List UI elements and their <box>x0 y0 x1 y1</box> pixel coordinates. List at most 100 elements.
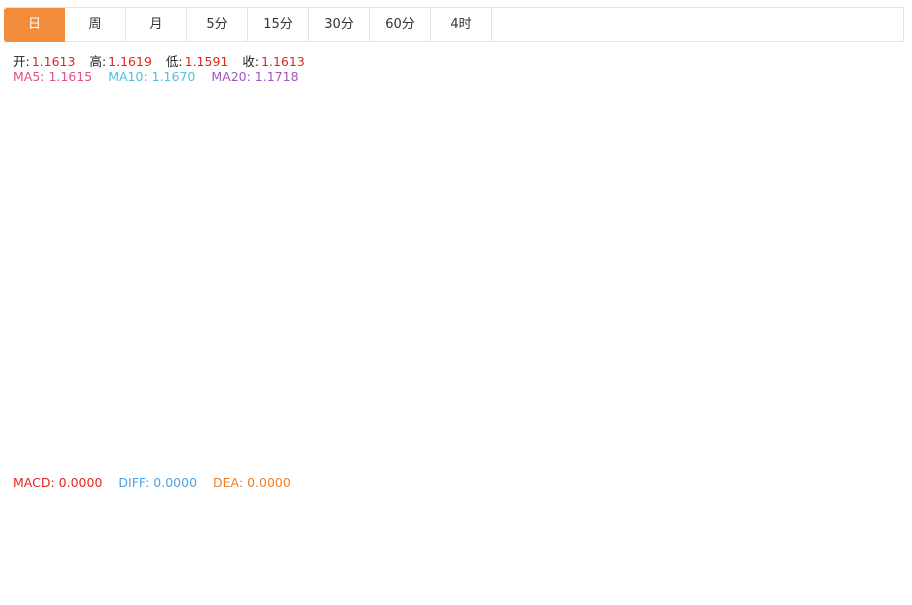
macd-bar <box>697 520 707 544</box>
y-tick-label: 1.1486 <box>841 385 881 399</box>
macd-bar <box>181 543 191 556</box>
candle-body <box>349 227 359 311</box>
candle <box>109 201 119 242</box>
macd-bar <box>625 534 635 544</box>
macd-bar <box>229 543 239 546</box>
candle-body <box>673 220 683 226</box>
candle <box>685 188 695 233</box>
macd-bar <box>589 528 599 544</box>
candle-body <box>1 267 11 272</box>
candle-body <box>445 269 455 288</box>
ma20-line <box>233 208 787 305</box>
candle <box>361 223 371 311</box>
candle <box>517 211 527 270</box>
macd-bar <box>517 543 527 551</box>
candle <box>661 204 671 245</box>
candle <box>385 280 395 330</box>
macd-bar <box>325 543 335 558</box>
macd-bar <box>277 543 287 545</box>
candle <box>697 202 707 254</box>
candle-body <box>709 213 719 233</box>
tab-0[interactable]: 日 <box>4 8 65 42</box>
candle-body <box>565 127 575 166</box>
candle <box>193 322 203 363</box>
candle <box>445 255 455 307</box>
close-value: 1.1613 <box>261 54 305 69</box>
candle-body <box>49 296 59 318</box>
macd-bar <box>133 543 143 577</box>
candle <box>637 206 647 281</box>
candle-body <box>217 266 227 274</box>
macd-bar <box>169 543 179 558</box>
candle-body <box>121 204 131 323</box>
macd-bar <box>553 521 563 544</box>
tab-4[interactable]: 15分 <box>248 8 309 42</box>
candle <box>529 208 539 242</box>
macd-bar <box>385 543 395 566</box>
candle-body <box>337 278 347 311</box>
current-price-label: 1.1613 <box>841 296 881 310</box>
candle-body <box>541 201 551 224</box>
candle-body <box>661 225 671 244</box>
macd-bar <box>241 543 251 546</box>
macd-bar <box>505 543 515 561</box>
y-tick-label: 1.1782 <box>841 178 881 192</box>
candle-body <box>181 318 191 334</box>
ma10-line <box>113 187 787 339</box>
ohlc-readout: 开: 1.1613 高: 1.1619 低: 1.1591 收: 1.1613 <box>13 51 315 70</box>
candle <box>397 244 407 293</box>
candle-body <box>37 283 47 316</box>
candle <box>97 181 107 223</box>
macd-bar <box>529 543 539 545</box>
candle <box>277 232 287 290</box>
macd-bar <box>781 543 791 545</box>
candle-body <box>697 222 707 233</box>
tab-2[interactable]: 月 <box>126 8 187 42</box>
macd-bar <box>409 543 419 566</box>
candle <box>133 312 143 369</box>
low-label: 低: <box>165 54 183 69</box>
candle <box>121 194 131 323</box>
macd-value: MACD: 0.0000 <box>13 475 103 490</box>
candle <box>553 118 563 202</box>
macd-bar <box>289 542 299 544</box>
candle <box>217 243 227 274</box>
candle <box>229 257 239 293</box>
macd-bar <box>337 543 347 561</box>
tab-6[interactable]: 60分 <box>370 8 431 42</box>
candle-body <box>85 195 95 207</box>
macd-bar <box>193 543 203 552</box>
candle <box>37 283 47 344</box>
macd-bar <box>565 527 575 544</box>
macd-bar <box>313 543 323 555</box>
macd-bar <box>373 543 383 567</box>
tab-5[interactable]: 30分 <box>309 8 370 42</box>
macd-tick-label: 0.0024 <box>841 515 881 529</box>
y-tick-label: 1.1585 <box>841 316 881 330</box>
y-tick-label: 1.1881 <box>841 109 881 123</box>
candle-body <box>385 283 395 288</box>
candle-body <box>61 246 71 297</box>
candle-body <box>613 162 623 172</box>
candle-body <box>553 127 563 202</box>
tab-1[interactable]: 周 <box>65 8 126 42</box>
candle <box>325 260 335 298</box>
macd-bar <box>685 519 695 544</box>
candle-body <box>73 206 83 251</box>
macd-bar <box>85 501 95 544</box>
candle-body <box>589 183 599 210</box>
macd-bar <box>97 514 107 544</box>
y-tick-label: 1.1683 <box>841 247 881 261</box>
macd-bar <box>25 534 35 544</box>
dea-value: DEA: 0.0000 <box>213 475 291 490</box>
candle-body <box>265 239 275 263</box>
macd-bar <box>433 543 443 578</box>
macd-bar <box>145 543 155 588</box>
y-tick-label: 1.1387 <box>841 454 881 468</box>
tab-3[interactable]: 5分 <box>187 8 248 42</box>
candle <box>541 190 551 233</box>
tab-7[interactable]: 4时 <box>431 8 492 42</box>
candle <box>709 201 719 233</box>
candle-body <box>409 252 419 256</box>
